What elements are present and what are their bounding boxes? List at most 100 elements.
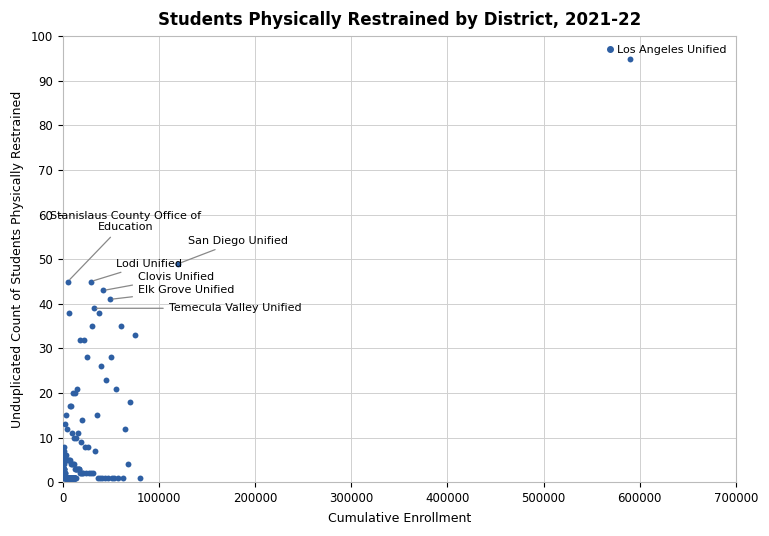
Point <box>61 473 73 482</box>
Point <box>74 469 86 478</box>
Point <box>62 473 75 482</box>
Point <box>68 473 81 482</box>
Point <box>63 473 75 482</box>
Point <box>97 286 109 295</box>
Point <box>110 384 122 393</box>
Point <box>59 473 72 482</box>
Point <box>58 465 70 473</box>
Point <box>92 473 104 482</box>
Point <box>81 353 93 362</box>
X-axis label: Cumulative Enrollment: Cumulative Enrollment <box>328 512 471 525</box>
Point <box>85 277 97 286</box>
Point <box>64 473 76 482</box>
Point <box>76 415 88 424</box>
Point <box>58 442 70 451</box>
Point <box>63 456 75 464</box>
Point <box>68 473 80 482</box>
Point <box>65 429 78 437</box>
Point <box>68 473 80 482</box>
Point <box>83 469 95 478</box>
Point <box>122 460 135 468</box>
Point <box>58 465 70 473</box>
Point <box>88 446 101 455</box>
Point <box>68 473 81 482</box>
Point <box>67 473 79 482</box>
Point <box>60 473 72 482</box>
Point <box>61 473 73 482</box>
Point <box>69 433 82 442</box>
Point <box>60 473 72 482</box>
Point <box>65 473 77 482</box>
Point <box>70 465 82 473</box>
Point <box>79 442 92 451</box>
Point <box>63 473 75 482</box>
Point <box>63 473 75 482</box>
Point <box>73 465 85 473</box>
Point <box>80 469 92 478</box>
Point <box>87 469 99 478</box>
Point <box>57 473 69 482</box>
Point <box>77 469 89 478</box>
Point <box>85 469 97 478</box>
Point <box>61 473 73 482</box>
Point <box>59 473 72 482</box>
Point <box>62 473 75 482</box>
Point <box>65 473 78 482</box>
Point <box>61 425 73 433</box>
Point <box>99 473 112 482</box>
Point <box>68 473 81 482</box>
Point <box>63 473 75 482</box>
Point <box>74 335 86 344</box>
Point <box>62 277 74 286</box>
Point <box>93 473 105 482</box>
Point <box>624 54 636 63</box>
Text: Clovis Unified: Clovis Unified <box>106 272 214 290</box>
Point <box>59 473 72 482</box>
Point <box>62 473 74 482</box>
Point <box>66 389 78 397</box>
Point <box>65 473 77 482</box>
Point <box>66 473 78 482</box>
Point <box>66 473 78 482</box>
Point <box>58 460 70 468</box>
Text: San Diego Unified: San Diego Unified <box>181 236 288 263</box>
Point <box>68 473 80 482</box>
Point <box>100 375 112 384</box>
Point <box>71 465 83 473</box>
Point <box>65 473 77 482</box>
Point <box>91 411 103 420</box>
Point <box>66 473 78 482</box>
Point <box>63 473 75 482</box>
Point <box>57 469 69 478</box>
Point <box>63 473 75 482</box>
Point <box>58 420 71 428</box>
Point <box>58 469 71 478</box>
Point <box>60 473 72 482</box>
Text: Stanislaus County Office of
Education: Stanislaus County Office of Education <box>50 211 201 279</box>
Point <box>57 469 69 478</box>
Point <box>95 362 108 370</box>
Text: Elk Grove Unified: Elk Grove Unified <box>113 286 235 299</box>
Point <box>64 473 76 482</box>
Point <box>68 473 81 482</box>
Point <box>67 473 79 482</box>
Point <box>60 473 72 482</box>
Point <box>75 469 88 478</box>
Point <box>73 465 85 473</box>
Point <box>88 304 100 312</box>
Point <box>104 295 116 304</box>
Point <box>59 473 72 482</box>
Point <box>112 473 124 482</box>
Point <box>62 456 74 464</box>
Point <box>62 456 74 464</box>
Point <box>68 473 81 482</box>
Point <box>67 473 79 482</box>
Point <box>65 473 78 482</box>
Point <box>67 473 79 482</box>
Point <box>58 473 71 482</box>
Point <box>68 473 80 482</box>
Point <box>64 473 76 482</box>
Point <box>68 473 80 482</box>
Point <box>124 398 136 406</box>
Point <box>61 473 73 482</box>
